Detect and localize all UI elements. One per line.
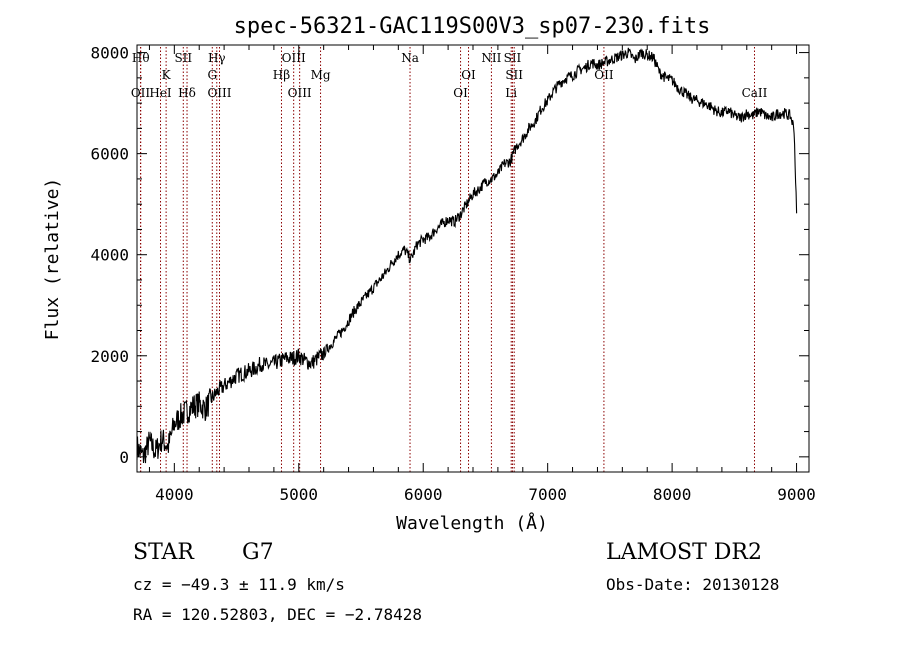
line-marker-label-17: Li xyxy=(505,86,517,100)
redshift-text: cz = −49.3 ± 11.9 km/s xyxy=(133,575,345,594)
series-line-flux xyxy=(136,47,798,464)
line-marker-label-10: OIII xyxy=(282,51,306,65)
line-marker-label-3: K xyxy=(162,68,172,82)
y-axis: 0 2000 4000 6000 8000 xyxy=(90,44,809,467)
line-marker-label-20: OII xyxy=(594,68,614,82)
y-tick-label-4000: 4000 xyxy=(90,246,129,265)
line-marker-label-18: SII xyxy=(504,51,522,65)
chart-title: spec-56321-GAC119S00V3_sp07-230.fits xyxy=(234,14,711,39)
y-tick-label-0: 0 xyxy=(119,448,129,467)
x-tick-label-8000: 8000 xyxy=(653,485,692,504)
line-marker-label-2: HeI xyxy=(149,86,172,100)
line-marker-label-13: Na xyxy=(401,51,419,65)
line-marker-label-21: CaII xyxy=(742,86,768,100)
line-marker-label-9: Hβ xyxy=(273,68,290,82)
x-tick-label-5000: 5000 xyxy=(280,485,319,504)
line-marker-label-1: OII xyxy=(131,86,151,100)
line-marker-label-7: Hγ xyxy=(208,51,226,65)
line-marker-label-4: SII xyxy=(174,51,192,65)
object-subclass: G7 xyxy=(242,540,274,565)
y-tick-label-6000: 6000 xyxy=(90,145,129,164)
x-axis-label: Wavelength (Å) xyxy=(396,512,548,534)
line-marker-label-19: SII xyxy=(505,68,523,82)
x-axis: 4000 5000 6000 7000 8000 9000 xyxy=(148,45,816,504)
x-tick-label-6000: 6000 xyxy=(404,485,443,504)
y-axis-label: Flux (relative) xyxy=(42,178,63,341)
x-tick-label-7000: 7000 xyxy=(528,485,567,504)
y-tick-label-8000: 8000 xyxy=(90,44,129,63)
obs-date-text: Obs-Date: 20130128 xyxy=(606,575,779,594)
line-marker-label-15: OI xyxy=(461,68,476,82)
x-tick-label-9000: 9000 xyxy=(777,485,816,504)
line-marker-label-11: OIII xyxy=(288,86,312,100)
line-marker-label-5: Hδ xyxy=(178,86,196,100)
line-marker-label-14: OI xyxy=(453,86,468,100)
plot-frame xyxy=(136,44,810,473)
line-marker-label-8: OIII xyxy=(207,86,231,100)
coordinates-text: RA = 120.52803, DEC = −2.78428 xyxy=(133,605,422,624)
x-tick-label-4000: 4000 xyxy=(155,485,194,504)
line-marker-label-16: NII xyxy=(481,51,501,65)
object-class: STAR xyxy=(133,540,195,565)
y-tick-label-2000: 2000 xyxy=(90,347,129,366)
line-marker-label-12: Mg xyxy=(311,68,331,82)
line-marker-label-6: G xyxy=(207,68,217,82)
survey-name: LAMOST DR2 xyxy=(606,540,762,565)
